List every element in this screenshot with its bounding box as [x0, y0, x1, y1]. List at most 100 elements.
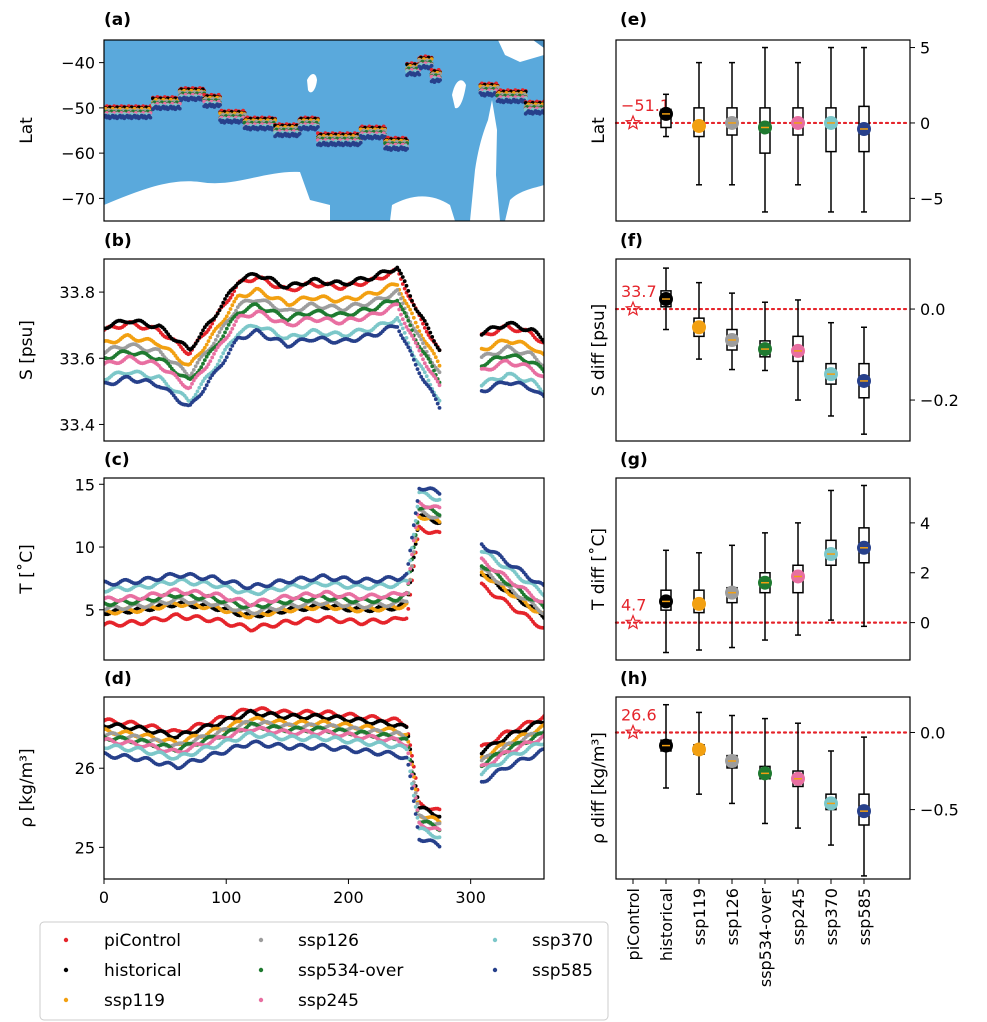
data-point — [201, 348, 205, 353]
data-point — [402, 286, 407, 291]
data-point — [411, 337, 416, 341]
track-point — [316, 125, 320, 129]
data-point — [188, 385, 193, 390]
data-point — [432, 368, 436, 373]
data-point — [422, 370, 427, 375]
data-point — [201, 328, 205, 333]
data-point — [228, 330, 233, 335]
data-point — [234, 308, 238, 313]
data-point — [197, 385, 202, 390]
data-point — [191, 378, 196, 383]
data-point — [404, 342, 409, 346]
data-point — [219, 326, 224, 331]
data-point — [399, 333, 403, 337]
data-point — [201, 389, 205, 394]
plot-area — [104, 40, 544, 221]
data-point — [221, 361, 226, 366]
data-point — [199, 382, 204, 387]
data-point — [395, 325, 400, 329]
data-point — [415, 325, 420, 329]
data-point — [228, 347, 233, 352]
data-point — [404, 283, 409, 288]
data-point — [417, 348, 422, 353]
data-point — [208, 335, 213, 340]
data-point — [406, 289, 411, 293]
track-point — [218, 103, 223, 107]
data-point — [406, 304, 411, 309]
data-point — [206, 339, 211, 343]
data-point — [208, 325, 213, 329]
data-point — [395, 265, 400, 270]
y-tick-label: 33.4 — [59, 415, 95, 434]
data-point — [224, 326, 229, 331]
data-point — [223, 358, 227, 363]
data-point — [223, 347, 227, 352]
data-point — [408, 348, 413, 353]
data-point — [538, 335, 543, 339]
data-point — [219, 304, 224, 309]
data-point — [230, 326, 235, 331]
data-point — [432, 351, 436, 356]
y-axis-label: Lat — [17, 117, 37, 144]
data-point — [213, 314, 218, 319]
data-point — [433, 376, 438, 381]
data-point — [224, 355, 229, 359]
panel-label: (c) — [104, 450, 130, 470]
data-point — [411, 303, 416, 308]
data-point — [421, 321, 425, 326]
data-point — [224, 293, 229, 298]
track-series-ssp585 — [242, 125, 277, 132]
data-point — [223, 330, 227, 335]
track-point — [177, 106, 182, 111]
antarctica-land — [505, 185, 544, 221]
data-point — [397, 292, 402, 296]
data-point — [397, 319, 402, 323]
y-tick-label: −60 — [61, 144, 95, 163]
data-point — [217, 358, 222, 363]
data-point — [197, 357, 202, 362]
series-historical — [104, 265, 544, 353]
data-point — [400, 326, 405, 331]
data-point — [432, 393, 436, 398]
series-ssp126 — [104, 507, 544, 616]
series-ssp119 — [104, 282, 544, 368]
data-point — [226, 333, 231, 338]
y-tick-label: −50 — [61, 99, 95, 118]
track-series-ssp585 — [523, 109, 544, 116]
data-point — [193, 341, 198, 346]
data-point — [430, 335, 435, 339]
data-point — [417, 334, 422, 338]
data-point — [226, 310, 231, 315]
data-point — [215, 362, 220, 367]
data-point — [433, 397, 438, 402]
ocean-shade — [533, 40, 544, 48]
data-point — [217, 330, 222, 335]
data-point — [193, 392, 198, 397]
data-point — [400, 301, 405, 306]
data-point — [408, 307, 413, 312]
data-point — [410, 333, 414, 338]
data-point — [210, 332, 215, 336]
data-point — [221, 351, 226, 356]
data-point — [426, 356, 431, 361]
data-point — [191, 368, 196, 372]
data-point — [217, 308, 222, 313]
data-point — [437, 363, 442, 368]
track-point — [405, 146, 409, 151]
data-point — [226, 351, 231, 356]
data-point — [395, 288, 400, 292]
data-point — [532, 355, 537, 359]
data-point — [430, 348, 435, 353]
data-point — [421, 341, 425, 346]
data-point — [199, 331, 204, 336]
data-point — [223, 297, 227, 301]
data-point — [404, 314, 409, 319]
track-series-ssp585 — [316, 140, 363, 148]
data-point — [437, 348, 442, 353]
data-point — [221, 334, 226, 339]
data-point — [188, 351, 193, 356]
